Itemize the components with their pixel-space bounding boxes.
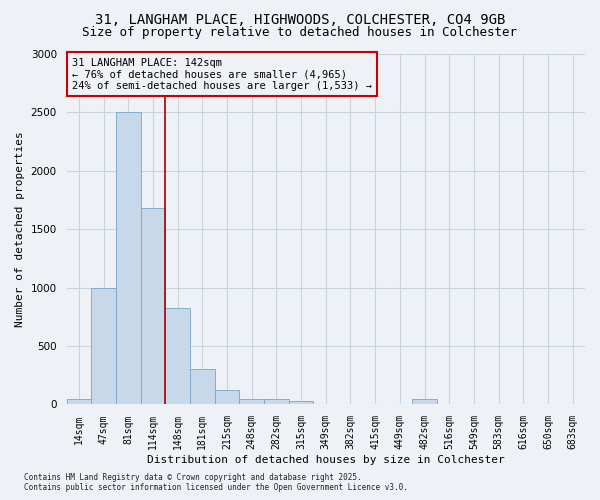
Bar xyxy=(264,398,289,404)
Bar xyxy=(239,398,264,404)
Bar xyxy=(190,370,215,404)
Bar xyxy=(91,288,116,405)
Bar xyxy=(412,398,437,404)
Bar xyxy=(289,401,313,404)
Text: 31, LANGHAM PLACE, HIGHWOODS, COLCHESTER, CO4 9GB: 31, LANGHAM PLACE, HIGHWOODS, COLCHESTER… xyxy=(95,12,505,26)
X-axis label: Distribution of detached houses by size in Colchester: Distribution of detached houses by size … xyxy=(147,455,505,465)
Bar xyxy=(140,208,165,404)
Y-axis label: Number of detached properties: Number of detached properties xyxy=(15,132,25,327)
Bar xyxy=(116,112,140,405)
Text: Contains HM Land Registry data © Crown copyright and database right 2025.
Contai: Contains HM Land Registry data © Crown c… xyxy=(24,473,408,492)
Text: 31 LANGHAM PLACE: 142sqm
← 76% of detached houses are smaller (4,965)
24% of sem: 31 LANGHAM PLACE: 142sqm ← 76% of detach… xyxy=(72,58,372,90)
Text: Size of property relative to detached houses in Colchester: Size of property relative to detached ho… xyxy=(83,26,517,39)
Bar xyxy=(67,398,91,404)
Bar xyxy=(165,308,190,404)
Bar xyxy=(215,390,239,404)
